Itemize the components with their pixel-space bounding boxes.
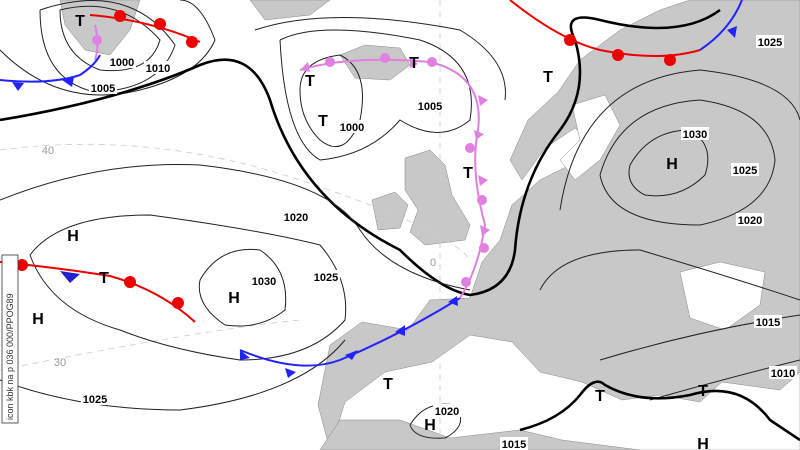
isobar-label-bg bbox=[433, 404, 461, 417]
isobar-label: 1025 bbox=[83, 394, 107, 406]
isobar-label: 1005 bbox=[91, 83, 115, 95]
isobar-label-bg bbox=[250, 274, 278, 287]
isobar-label-bg bbox=[282, 210, 310, 223]
pressure-center: T bbox=[305, 73, 315, 90]
credit: icon kbk na p 036 000/PPOG89 bbox=[5, 293, 15, 420]
isobar-label-bg bbox=[312, 270, 340, 283]
isobar-label: 1000 bbox=[340, 122, 364, 134]
isobar-label: 1030 bbox=[683, 129, 707, 141]
isobar-label: 1020 bbox=[435, 406, 459, 418]
isobar-label-bg bbox=[108, 55, 136, 68]
isobar-label: 1025 bbox=[314, 272, 338, 284]
isobar-label-bg bbox=[731, 163, 759, 176]
pressure-center: T bbox=[595, 388, 605, 405]
isobar-label: 1010 bbox=[771, 368, 795, 380]
pressure-center: T bbox=[75, 13, 85, 30]
pressure-center: H bbox=[228, 290, 240, 307]
pressure-center: T bbox=[318, 113, 328, 130]
isobar-label-bg bbox=[736, 213, 764, 226]
pressure-center: H bbox=[67, 228, 79, 245]
land bbox=[59, 0, 800, 450]
labels: T T T T T H T H T H H T T T H H 1000 1010 1005 1025 1000 1005… bbox=[32, 13, 797, 450]
pressure-center: T bbox=[99, 270, 109, 287]
isobar-label: 1025 bbox=[733, 165, 757, 177]
isobar-label-bg bbox=[81, 392, 109, 405]
pressure-center: T bbox=[409, 55, 419, 72]
pressure-center: T bbox=[543, 69, 553, 86]
graticule-label: 30 bbox=[54, 357, 66, 369]
isobar-label: 1025 bbox=[758, 37, 782, 49]
pressure-center: H bbox=[424, 417, 436, 434]
isobar-label: 1015 bbox=[502, 439, 526, 450]
isobar-label-bg bbox=[500, 437, 528, 450]
isobar-label: 1000 bbox=[110, 57, 134, 69]
isobar-label: 1015 bbox=[756, 317, 780, 329]
isobar-label-bg bbox=[89, 81, 117, 94]
isobar-label-bg bbox=[754, 315, 782, 328]
isobar-label-bg bbox=[769, 366, 797, 379]
isobar-label: 1010 bbox=[146, 63, 170, 75]
isobar-label-bg bbox=[756, 35, 784, 48]
isobar-label-bg bbox=[416, 99, 444, 112]
pressure-center: H bbox=[666, 156, 678, 173]
pressure-center: T bbox=[698, 383, 708, 400]
graticule bbox=[0, 0, 471, 450]
graticule-label: 40 bbox=[42, 145, 54, 157]
isobar-label: 1020 bbox=[738, 215, 762, 227]
isobar-label-bg bbox=[338, 120, 366, 133]
isobar-label: 1020 bbox=[284, 212, 308, 224]
isobar-label-bg bbox=[144, 61, 172, 74]
credit-box bbox=[1, 254, 19, 424]
pressure-center: H bbox=[32, 311, 44, 328]
isobar-label: 1005 bbox=[418, 101, 442, 113]
fronts bbox=[0, 0, 743, 378]
pressure-center: T bbox=[463, 165, 473, 182]
isobar-label-bg bbox=[681, 127, 709, 140]
graticule-label: 0 bbox=[430, 257, 436, 269]
pressure-center: T bbox=[383, 376, 393, 393]
isobar-label: 1030 bbox=[252, 276, 276, 288]
pressure-center: H bbox=[697, 436, 709, 450]
